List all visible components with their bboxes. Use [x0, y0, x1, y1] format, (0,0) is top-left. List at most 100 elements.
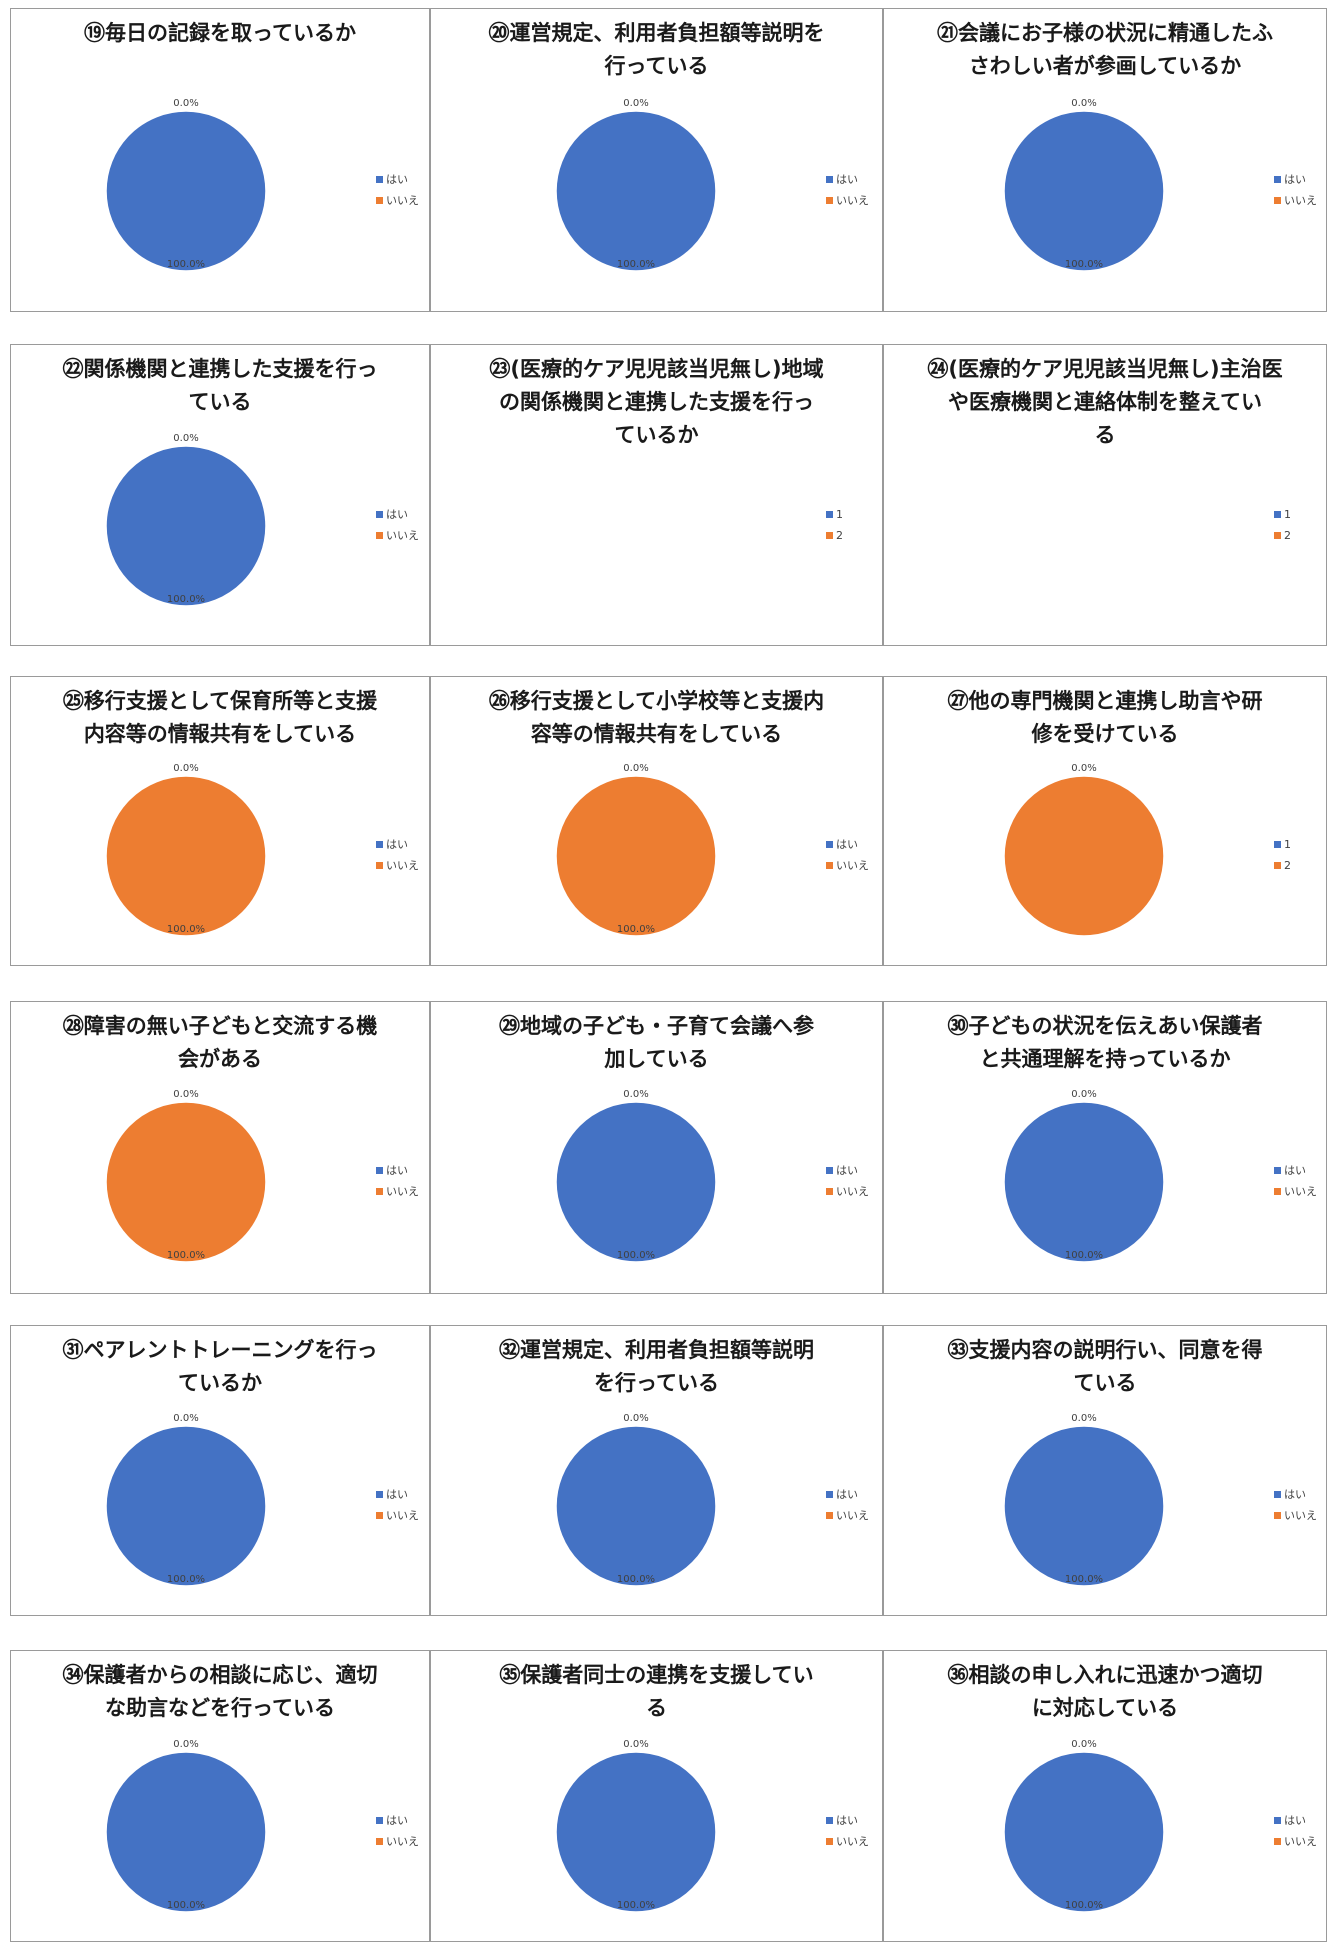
legend-swatch: [826, 176, 833, 183]
legend-label: 1: [1284, 838, 1291, 851]
legend-item: はい: [376, 834, 419, 855]
legend-label: 2: [1284, 859, 1291, 872]
chart-title: ㉟保護者同士の連携を支援してい る: [499, 1663, 814, 1720]
legend-swatch: [1274, 1838, 1281, 1845]
pie-slice-1: [105, 1751, 267, 1913]
pie-chart: 0.0% 100.0%: [555, 763, 717, 937]
legend-swatch: [376, 197, 383, 204]
legend-swatch: [1274, 841, 1281, 848]
chart-title: ㉑会議にお子様の状況に精通したふ さわしい者が参画しているか: [937, 21, 1273, 78]
pie-chart: [884, 345, 1328, 647]
legend-label: はい: [386, 1814, 408, 1827]
data-label: 100.0%: [167, 594, 205, 605]
legend-swatch: [1274, 1188, 1281, 1195]
pie-chart: 0.0% 100.0%: [105, 763, 267, 937]
legend-label: いいえ: [386, 1185, 419, 1198]
legend-swatch: [1274, 511, 1281, 518]
data-label: 0.0%: [173, 1413, 198, 1424]
chart-legend: はい いいえ: [376, 169, 419, 211]
pie-slice-2: [105, 775, 267, 937]
legend-label: いいえ: [836, 194, 869, 207]
data-label: 100.0%: [617, 259, 655, 270]
chart-panel: ㉝支援内容の説明行い、同意を得 ている 100.0% 0.0% はい いいえ: [883, 1325, 1327, 1616]
chart-panel: ㊱相談の申し入れに迅速かつ適切 に対応している 100.0% 0.0% はい いいえ: [883, 1650, 1327, 1942]
chart-legend: はい いいえ: [1274, 1484, 1317, 1526]
pie-slice-1: [555, 1425, 717, 1587]
legend-item: いいえ: [1274, 1831, 1317, 1852]
legend-item: はい: [1274, 1810, 1317, 1831]
data-label: 0.0%: [623, 1739, 648, 1750]
legend-label: はい: [1284, 173, 1306, 186]
chart-legend: はい いいえ: [1274, 1810, 1317, 1852]
legend-item: 2: [826, 525, 843, 546]
chart-title: ㉞保護者からの相談に応じ、適切 な助言などを行っている: [62, 1663, 378, 1720]
chart-legend: はい いいえ: [376, 1810, 419, 1852]
legend-label: はい: [386, 1164, 408, 1177]
legend-label: いいえ: [386, 529, 419, 542]
data-label: 100.0%: [167, 1574, 205, 1585]
legend-item: いいえ: [826, 1181, 869, 1202]
pie-slice-1: [105, 1425, 267, 1587]
pie-slice-1: [1003, 110, 1165, 272]
legend-swatch: [826, 1512, 833, 1519]
legend-swatch: [826, 1167, 833, 1174]
pie-chart: [431, 345, 884, 647]
data-label: 100.0%: [617, 924, 655, 935]
legend-item: はい: [826, 1810, 869, 1831]
legend-label: はい: [1284, 1814, 1306, 1827]
legend-item: はい: [1274, 1160, 1317, 1181]
legend-item: 2: [1274, 855, 1291, 876]
chart-title: ㉜運営規定、利用者負担額等説明 を行っている: [499, 1338, 814, 1395]
legend-item: はい: [376, 169, 419, 190]
data-label: 0.0%: [623, 1089, 648, 1100]
legend-item: いいえ: [376, 1831, 419, 1852]
legend-label: はい: [836, 1814, 858, 1827]
chart-panel: ㉗他の専門機関と連携し助言や研 修を受けている 0.0% 1 2: [883, 676, 1327, 966]
data-label: 100.0%: [167, 1900, 205, 1911]
pie-chart: 100.0% 0.0%: [1003, 98, 1165, 272]
legend-swatch: [826, 1491, 833, 1498]
data-label: 0.0%: [173, 98, 198, 109]
pie-slice-1: [1003, 1425, 1165, 1587]
chart-legend: はい いいえ: [1274, 169, 1317, 211]
data-label: 0.0%: [173, 763, 198, 774]
data-label: 0.0%: [1071, 98, 1096, 109]
legend-item: はい: [826, 834, 869, 855]
legend-label: いいえ: [836, 1185, 869, 1198]
chart-legend: はいいいえ: [1274, 1160, 1317, 1202]
chart-title: ⑲毎日の記録を取っているか: [84, 21, 356, 45]
legend-label: はい: [836, 838, 858, 851]
pie-slice-1: [1003, 1751, 1165, 1913]
chart-legend: はい いいえ: [826, 169, 869, 211]
legend-label: いいえ: [1284, 1185, 1317, 1198]
data-label: 100.0%: [1065, 259, 1103, 270]
pie-slice-1: [105, 445, 267, 607]
data-label: 100.0%: [617, 1900, 655, 1911]
pie-chart: 100.0% 0.0%: [105, 98, 267, 272]
data-label: 0.0%: [173, 433, 198, 444]
legend-item: いいえ: [376, 1181, 419, 1202]
chart-title: ㉓(医療的ケア児児該当児無し)地域 の関係機関と連携した支援を行っ ているか: [489, 357, 824, 447]
pie-chart: 100.0% 0.0%: [105, 433, 267, 607]
legend-label: はい: [386, 1488, 408, 1501]
chart-panel: ㉙地域の子ども・子育て会議へ参 加している 100.0% 0.0% はい いいえ: [430, 1001, 883, 1294]
legend-item: 1: [1274, 834, 1291, 855]
pie-slice-2: [105, 1101, 267, 1263]
legend-item: 1: [826, 504, 843, 525]
data-label: 100.0%: [167, 259, 205, 270]
legend-item: いいえ: [1274, 190, 1317, 211]
legend-swatch: [376, 1188, 383, 1195]
pie-slice-1: [555, 1101, 717, 1263]
chart-panel: ㉚子どもの状況を伝えあい保護者 と共通理解を持っているか 100.0% 0.0% はい…: [883, 1001, 1327, 1294]
legend-swatch: [1274, 1512, 1281, 1519]
legend-label: いいえ: [386, 859, 419, 872]
data-label: 100.0%: [617, 1250, 655, 1261]
pie-slice-1: [1003, 1101, 1165, 1263]
pie-chart: 100.0% 0.0%: [555, 1739, 717, 1913]
chart-legend: はい いいえ: [376, 504, 419, 546]
chart-panel: ㉞保護者からの相談に応じ、適切 な助言などを行っている 100.0% 0.0% はいい…: [10, 1650, 430, 1942]
pie-slice-2: [555, 775, 717, 937]
chart-legend: はい いいえ: [826, 1484, 869, 1526]
